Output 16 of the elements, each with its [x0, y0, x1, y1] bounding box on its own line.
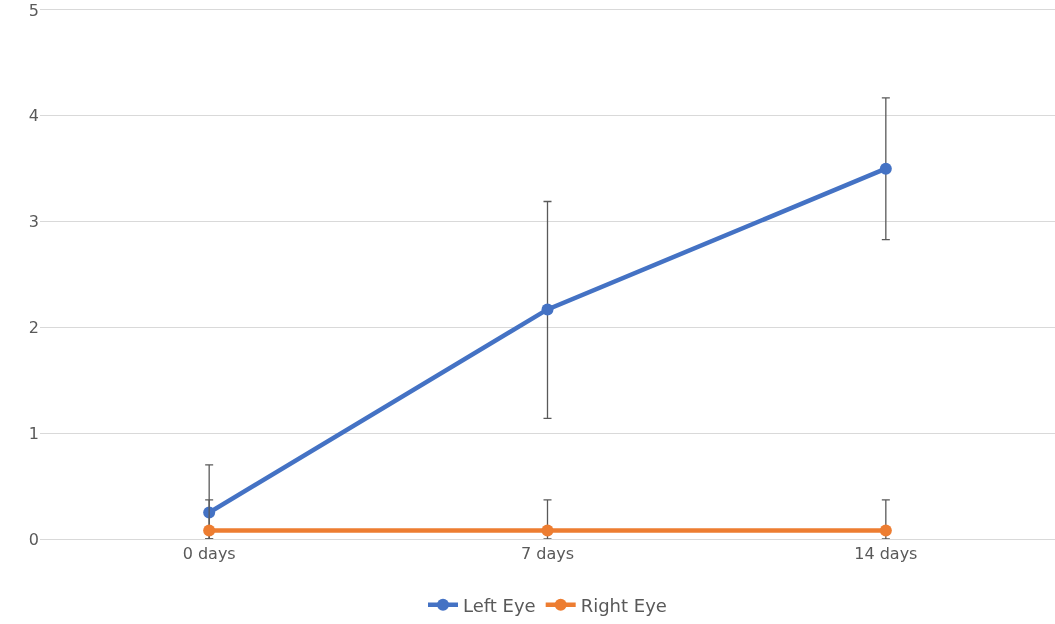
point: [879, 524, 892, 537]
y-tick-label: 2: [28, 318, 39, 337]
y-tick-label: 4: [28, 106, 39, 126]
x-tick-label: 7 days: [520, 544, 575, 564]
x-tick-label: 0 days: [182, 544, 236, 564]
point: [541, 524, 554, 537]
x-tick-label: 14 days: [854, 544, 918, 564]
y-tick-label: 0: [28, 529, 39, 549]
point: [879, 162, 892, 175]
point: [203, 524, 216, 537]
y-tick-label: 3: [28, 212, 39, 232]
point: [541, 303, 554, 316]
y-tick-label: 5: [28, 0, 39, 20]
legend-label: Right Eye: [580, 594, 667, 616]
y-tick-label: 1: [28, 423, 39, 443]
legend-label: Left Eye: [463, 594, 536, 616]
